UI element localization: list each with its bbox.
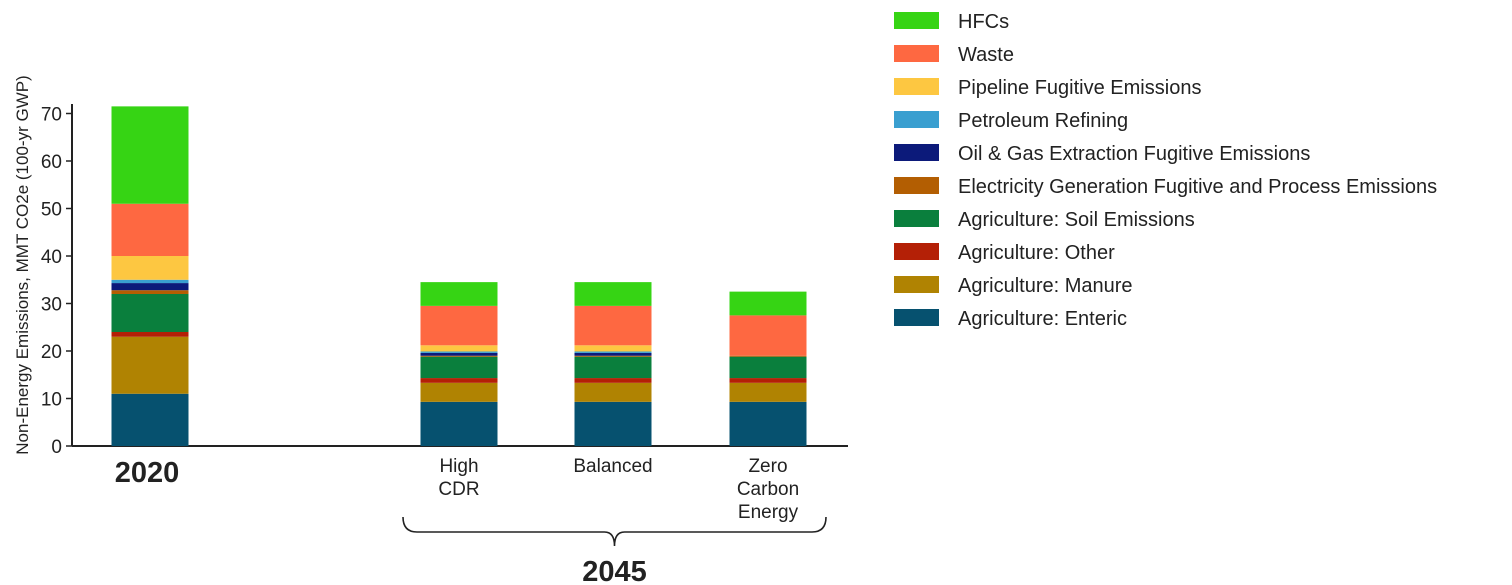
group-label-2045: 2045 xyxy=(582,556,647,585)
bar-segment-2020-electricity-generation-fugitive-and-process-emissions xyxy=(111,290,189,294)
bar-segment-2020-waste xyxy=(111,203,189,256)
bars xyxy=(111,106,807,446)
bar-segment-high-cdr-hfcs xyxy=(420,282,498,306)
legend-label-pipeline-fugitive-emissions: Pipeline Fugitive Emissions xyxy=(958,77,1201,99)
legend-swatch-agriculture-manure xyxy=(894,276,939,293)
legend-swatch-hfcs xyxy=(894,12,939,29)
bar-segment-zero-carbon-energy-agriculture-soil-emissions xyxy=(729,356,807,379)
bar-segment-2020-petroleum-refining xyxy=(111,279,189,284)
bar-segment-balanced-agriculture-manure xyxy=(574,382,652,402)
bar-segment-balanced-hfcs xyxy=(574,282,652,306)
bar-segment-zero-carbon-energy-waste xyxy=(729,315,807,356)
bar-segment-zero-carbon-energy-agriculture-other xyxy=(729,378,807,383)
y-tick-label: 60 xyxy=(41,152,62,173)
legend-label-hfcs: HFCs xyxy=(958,11,1009,33)
y-axis-title: Non-Energy Emissions, MMT CO2e (100-yr G… xyxy=(13,75,32,454)
category-label-high-cdr-line-1: High xyxy=(439,456,478,477)
legend-swatch-agriculture-other xyxy=(894,243,939,260)
bar-segment-high-cdr-waste xyxy=(420,305,498,346)
legend-label-oil-and-gas-extraction-fugitive-emissions: Oil & Gas Extraction Fugitive Emissions xyxy=(958,143,1310,165)
category-label-zero-carbon-energy-line-1: Zero xyxy=(748,456,787,477)
bar-segment-balanced-agriculture-other xyxy=(574,378,652,383)
bar-segment-high-cdr-electricity-generation-fugitive-and-process-emissions xyxy=(420,355,498,357)
y-tick-label: 30 xyxy=(41,295,62,316)
category-label-2020: 2020 xyxy=(115,457,180,489)
legend-swatch-waste xyxy=(894,45,939,62)
bar-segment-balanced-waste xyxy=(574,305,652,346)
legend-label-electricity-generation-fugitive-and-process-emissions: Electricity Generation Fugitive and Proc… xyxy=(958,176,1437,198)
bar-segment-high-cdr-pipeline-fugitive-emissions xyxy=(420,345,498,352)
bar-segment-balanced-petroleum-refining xyxy=(574,351,652,353)
legend-swatch-oil-and-gas-extraction-fugitive-emissions xyxy=(894,144,939,161)
bar-segment-zero-carbon-energy-agriculture-manure xyxy=(729,382,807,402)
y-tick-label: 0 xyxy=(51,437,62,458)
legend-swatch-pipeline-fugitive-emissions xyxy=(894,78,939,95)
bar-segment-high-cdr-agriculture-manure xyxy=(420,382,498,402)
category-label-high-cdr-line-2: CDR xyxy=(438,479,479,500)
bar-segment-zero-carbon-energy-agriculture-enteric xyxy=(729,401,807,446)
group-brace xyxy=(402,516,827,547)
bar-segment-zero-carbon-energy-electricity-generation-fugitive-and-process-emissions xyxy=(729,355,807,357)
bar-segment-2020-oil-and-gas-extraction-fugitive-emissions xyxy=(111,283,189,291)
bar-segment-zero-carbon-energy-hfcs xyxy=(729,291,807,316)
legend-label-agriculture-manure: Agriculture: Manure xyxy=(958,275,1133,297)
bar-segment-2020-agriculture-other xyxy=(111,332,189,337)
bar-segment-2020-agriculture-enteric xyxy=(111,393,189,446)
legend-label-agriculture-enteric: Agriculture: Enteric xyxy=(958,308,1127,330)
y-tick-label: 70 xyxy=(41,105,62,126)
axes: 0 10 20 30 40 50 60 70 Non-Energy Emissions, MMT… xyxy=(13,75,848,458)
category-label-zero-carbon-energy-line-3: Energy xyxy=(738,502,799,523)
y-tick-label: 50 xyxy=(41,200,62,221)
y-tick-label: 40 xyxy=(41,247,62,268)
bar-segment-balanced-electricity-generation-fugitive-and-process-emissions xyxy=(574,355,652,357)
bar-segment-balanced-oil-and-gas-extraction-fugitive-emissions xyxy=(574,352,652,356)
legend-swatch-agriculture-enteric xyxy=(894,309,939,326)
legend: HFCs Waste Pipeline Fugitive Emissions Petr… xyxy=(894,11,1437,330)
bar-segment-balanced-pipeline-fugitive-emissions xyxy=(574,345,652,352)
y-tick-label: 20 xyxy=(41,342,62,363)
category-label-balanced-line-1: Balanced xyxy=(573,456,652,477)
bar-segment-2020-agriculture-manure xyxy=(111,336,189,394)
legend-label-petroleum-refining: Petroleum Refining xyxy=(958,110,1128,132)
legend-swatch-petroleum-refining xyxy=(894,111,939,128)
y-tick-label: 10 xyxy=(41,390,62,411)
bar-segment-high-cdr-oil-and-gas-extraction-fugitive-emissions xyxy=(420,352,498,356)
legend-label-waste: Waste xyxy=(958,44,1014,66)
legend-swatch-agriculture-soil-emissions xyxy=(894,210,939,227)
bar-segment-high-cdr-agriculture-other xyxy=(420,378,498,383)
legend-label-agriculture-soil-emissions: Agriculture: Soil Emissions xyxy=(958,209,1195,231)
bar-segment-balanced-agriculture-enteric xyxy=(574,401,652,446)
bar-segment-2020-agriculture-soil-emissions xyxy=(111,294,189,332)
legend-swatch-electricity-generation-fugitive-and-process-emissions xyxy=(894,177,939,194)
legend-label-agriculture-other: Agriculture: Other xyxy=(958,242,1115,264)
bar-segment-high-cdr-agriculture-enteric xyxy=(420,401,498,446)
bar-segment-2020-hfcs xyxy=(111,106,189,204)
bar-segment-high-cdr-petroleum-refining xyxy=(420,351,498,353)
bar-segment-balanced-agriculture-soil-emissions xyxy=(574,356,652,379)
bar-segment-2020-pipeline-fugitive-emissions xyxy=(111,256,189,280)
bar-segment-high-cdr-agriculture-soil-emissions xyxy=(420,356,498,379)
category-label-zero-carbon-energy-line-2: Carbon xyxy=(737,479,799,500)
